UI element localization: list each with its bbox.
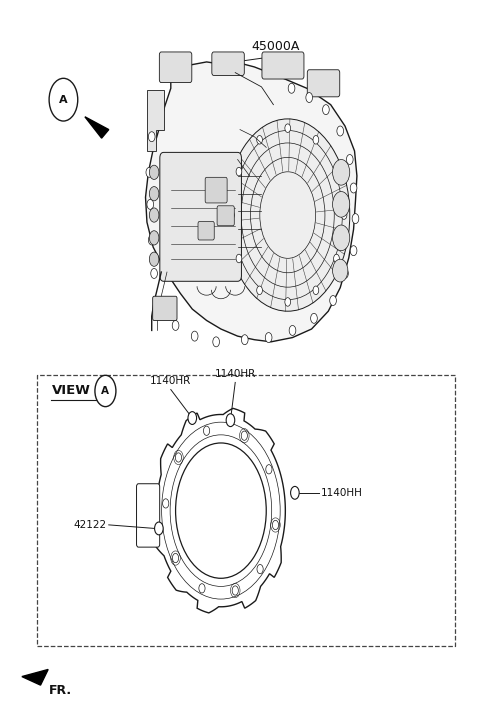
Text: A: A <box>59 94 68 104</box>
Circle shape <box>188 412 197 425</box>
FancyBboxPatch shape <box>307 70 340 97</box>
Circle shape <box>257 564 263 573</box>
Circle shape <box>350 183 357 193</box>
Circle shape <box>333 159 350 185</box>
Text: 1140HH: 1140HH <box>321 488 363 498</box>
Text: 42122: 42122 <box>73 520 107 530</box>
Circle shape <box>199 583 205 593</box>
Circle shape <box>175 453 181 462</box>
Circle shape <box>148 132 155 142</box>
Circle shape <box>342 268 348 278</box>
Circle shape <box>352 214 359 224</box>
Circle shape <box>149 252 159 266</box>
Circle shape <box>341 211 347 220</box>
Circle shape <box>257 286 263 295</box>
Circle shape <box>149 165 159 179</box>
Text: 1140HR: 1140HR <box>215 369 256 379</box>
Circle shape <box>149 187 159 201</box>
Circle shape <box>266 465 272 474</box>
Text: 1140HR: 1140HR <box>150 376 192 386</box>
FancyBboxPatch shape <box>212 52 244 76</box>
Circle shape <box>288 83 295 93</box>
Circle shape <box>204 426 210 435</box>
Circle shape <box>241 335 248 345</box>
Circle shape <box>149 208 159 222</box>
Circle shape <box>257 136 263 144</box>
Circle shape <box>337 126 344 136</box>
Circle shape <box>333 192 350 217</box>
Circle shape <box>333 260 348 282</box>
Circle shape <box>146 167 153 177</box>
Circle shape <box>347 154 353 164</box>
FancyBboxPatch shape <box>205 177 227 203</box>
Circle shape <box>192 331 198 341</box>
Circle shape <box>313 286 319 295</box>
Circle shape <box>265 332 272 342</box>
Circle shape <box>311 313 317 323</box>
Polygon shape <box>145 62 357 342</box>
Circle shape <box>334 255 339 263</box>
Circle shape <box>148 235 155 245</box>
FancyBboxPatch shape <box>217 206 234 226</box>
Polygon shape <box>152 408 285 613</box>
Circle shape <box>95 375 116 407</box>
Circle shape <box>228 211 234 220</box>
Circle shape <box>232 586 239 595</box>
Circle shape <box>333 225 350 251</box>
Circle shape <box>163 499 169 508</box>
Circle shape <box>226 414 235 427</box>
FancyBboxPatch shape <box>159 52 192 82</box>
Circle shape <box>289 325 296 335</box>
FancyBboxPatch shape <box>160 152 241 281</box>
Polygon shape <box>85 117 109 138</box>
FancyBboxPatch shape <box>198 222 214 240</box>
Polygon shape <box>22 669 48 685</box>
Circle shape <box>323 104 329 114</box>
Circle shape <box>151 268 157 278</box>
FancyBboxPatch shape <box>136 484 160 547</box>
Text: A: A <box>101 386 109 396</box>
FancyBboxPatch shape <box>262 52 304 79</box>
Circle shape <box>172 553 179 563</box>
Circle shape <box>236 167 242 176</box>
Circle shape <box>155 522 163 535</box>
FancyBboxPatch shape <box>153 296 177 320</box>
Circle shape <box>272 521 278 530</box>
Circle shape <box>172 320 179 330</box>
Circle shape <box>147 199 154 209</box>
Ellipse shape <box>226 119 350 311</box>
Circle shape <box>285 297 290 306</box>
Circle shape <box>290 486 299 499</box>
Circle shape <box>149 231 159 245</box>
Polygon shape <box>147 90 164 151</box>
Circle shape <box>49 79 78 121</box>
Circle shape <box>306 92 312 102</box>
Text: 45000A: 45000A <box>252 39 300 53</box>
Circle shape <box>330 295 336 305</box>
Circle shape <box>176 443 266 578</box>
Text: FR.: FR. <box>49 684 72 696</box>
Circle shape <box>313 136 319 144</box>
Circle shape <box>236 255 242 263</box>
Text: VIEW: VIEW <box>51 385 90 398</box>
Circle shape <box>213 337 219 347</box>
Circle shape <box>241 431 247 440</box>
Circle shape <box>350 246 357 256</box>
Circle shape <box>158 299 165 309</box>
Bar <box>37 375 455 646</box>
Circle shape <box>285 124 290 132</box>
Circle shape <box>334 167 339 176</box>
